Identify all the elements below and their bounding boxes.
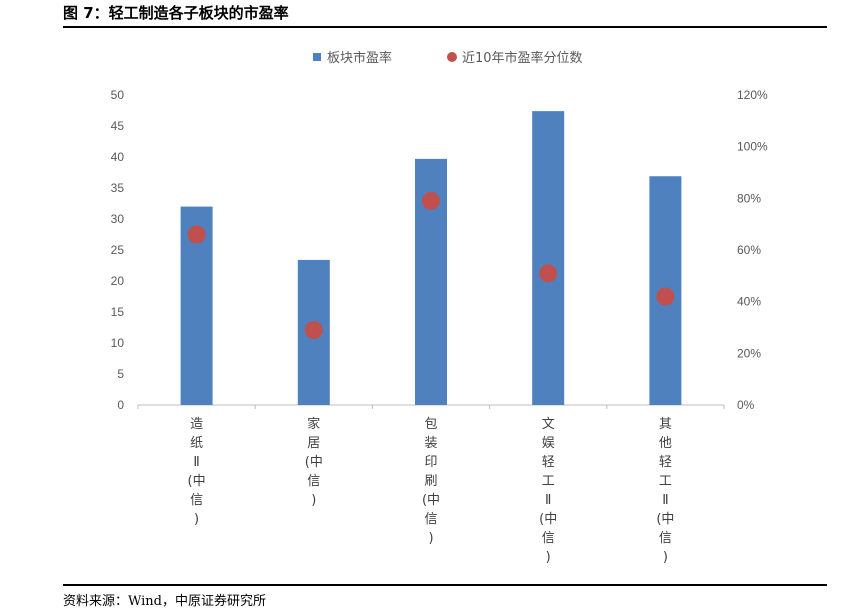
scatter-point (656, 287, 675, 306)
x-category-label-char: 居 (307, 436, 320, 451)
x-category-label-char: 纸 (190, 436, 203, 451)
source-rule (63, 584, 827, 586)
y-left-tick-label: 15 (111, 305, 125, 319)
x-category-label-char: ) (663, 550, 668, 565)
scatter-point (304, 321, 323, 340)
x-category-label-char: Ⅱ (662, 493, 668, 508)
y-left-tick-label: 0 (117, 398, 124, 412)
x-category-label-char: (中 (656, 512, 674, 527)
x-category-label-char: 轻 (659, 455, 672, 470)
x-category-label-char: ) (428, 531, 433, 546)
x-category-label-char: 他 (659, 436, 672, 451)
scatter-point (539, 264, 558, 283)
figure-title: 图 7：轻工制造各子板块的市盈率 (63, 4, 289, 22)
x-category-label-char: Ⅱ (545, 493, 551, 508)
x-category-label-char: (中 (188, 474, 206, 489)
x-category-label-char: ) (546, 550, 551, 565)
x-category-label-char: 包 (424, 417, 437, 432)
bar (532, 111, 565, 406)
y-left-tick-label: 40 (111, 150, 125, 164)
scatter-point (422, 191, 440, 210)
legend-dot-swatch (447, 52, 457, 62)
x-category-label-char: 轻 (542, 455, 555, 470)
scatter-point (187, 225, 206, 244)
x-category-label-char: 刷 (424, 474, 437, 489)
x-category-label-char: 装 (424, 436, 437, 451)
y-right-tick-label: 20% (737, 346, 761, 360)
x-category-label-char: 信 (659, 531, 672, 546)
x-category-label-char: 造 (190, 417, 203, 432)
y-right-tick-label: 100% (737, 140, 768, 154)
legend-dot-label: 近10年市盈率分位数 (462, 50, 583, 66)
y-right-tick-label: 80% (737, 191, 761, 205)
y-left-tick-label: 30 (111, 212, 125, 226)
title-rule (63, 26, 827, 28)
x-category-label-char: 信 (424, 512, 437, 527)
x-category-label-char: 工 (659, 474, 672, 489)
x-category-label-char: Ⅱ (193, 455, 199, 470)
x-category-label-char: 娱 (542, 436, 555, 451)
x-category-label-char: ) (311, 493, 316, 508)
y-left-tick-label: 50 (111, 88, 125, 102)
y-left-tick-label: 35 (111, 181, 125, 195)
x-category-label-char: 信 (190, 493, 203, 508)
x-category-label-char: (中 (422, 493, 440, 508)
x-category-label-char: 其 (659, 417, 672, 432)
source-note: 资料来源：Wind，中原证券研究所 (63, 594, 266, 609)
y-left-tick-label: 25 (111, 243, 125, 257)
x-category-label-char: 工 (542, 474, 555, 489)
y-left-tick-label: 20 (111, 274, 125, 288)
x-category-label-char: (中 (305, 455, 323, 470)
x-category-label-char: ) (194, 512, 199, 527)
legend-bar-swatch (313, 53, 321, 61)
x-category-label-char: (中 (539, 512, 557, 527)
x-category-label-char: 家 (307, 416, 320, 432)
x-category-label-char: 信 (542, 531, 555, 546)
legend-bar-label: 板块市盈率 (327, 50, 392, 66)
x-category-label-char: 信 (307, 474, 320, 489)
y-left-tick-label: 10 (111, 336, 125, 350)
x-category-label-char: 印 (424, 455, 437, 470)
y-left-tick-label: 45 (111, 119, 125, 133)
y-right-tick-label: 40% (737, 295, 761, 309)
y-right-tick-label: 120% (737, 88, 768, 102)
y-right-tick-label: 60% (737, 243, 761, 257)
x-category-label-char: 文 (542, 417, 555, 432)
y-left-tick-label: 5 (117, 367, 124, 381)
y-right-tick-label: 0% (737, 398, 755, 412)
